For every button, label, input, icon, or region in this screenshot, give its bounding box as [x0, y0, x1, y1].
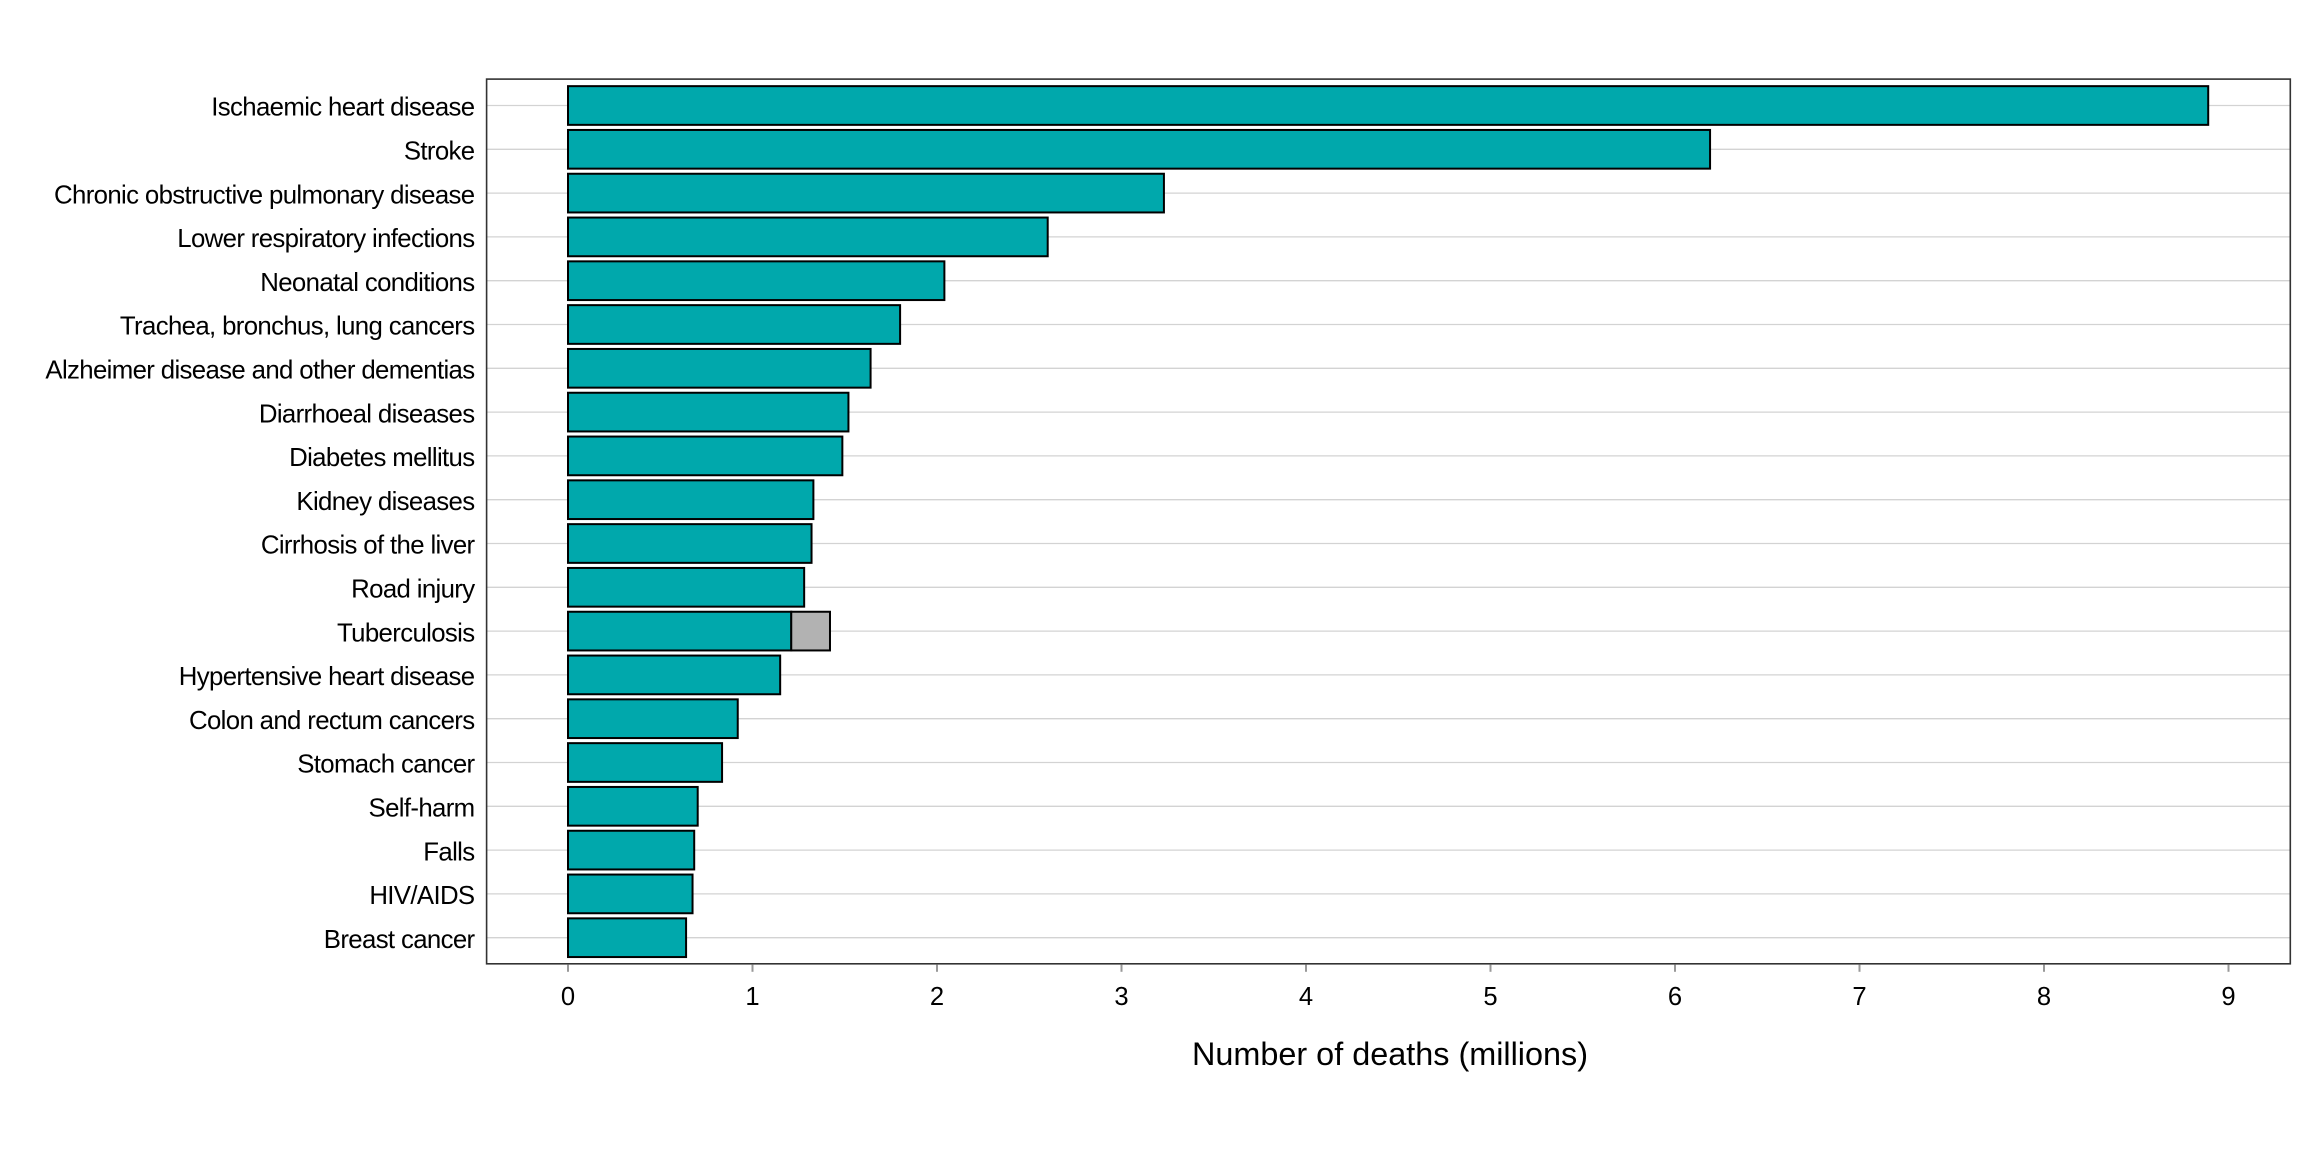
svg-text:3: 3 [1114, 983, 1128, 1011]
svg-text:Road injury: Road injury [351, 576, 475, 604]
svg-text:Number of deaths (millions): Number of deaths (millions) [1192, 1036, 1588, 1072]
svg-text:2: 2 [930, 983, 944, 1011]
svg-text:Hypertensive heart disease: Hypertensive heart disease [179, 663, 475, 691]
svg-text:8: 8 [2037, 983, 2051, 1011]
svg-text:Colon and rectum cancers: Colon and rectum cancers [189, 707, 475, 735]
svg-text:Self-harm: Self-harm [369, 795, 475, 823]
svg-text:5: 5 [1483, 983, 1497, 1011]
svg-text:Falls: Falls [423, 838, 474, 866]
svg-text:6: 6 [1668, 983, 1682, 1011]
svg-text:Stroke: Stroke [404, 138, 475, 166]
svg-text:Kidney diseases: Kidney diseases [296, 488, 474, 516]
svg-text:Lower respiratory infections: Lower respiratory infections [177, 225, 474, 253]
svg-text:Diabetes mellitus: Diabetes mellitus [289, 444, 474, 472]
svg-text:1: 1 [745, 983, 759, 1011]
svg-text:Alzheimer disease and other de: Alzheimer disease and other dementias [45, 357, 474, 385]
svg-text:7: 7 [1852, 983, 1866, 1011]
svg-text:Tuberculosis: Tuberculosis [337, 619, 474, 647]
svg-text:Cirrhosis of the liver: Cirrhosis of the liver [261, 532, 476, 560]
svg-text:Chronic obstructive pulmonary: Chronic obstructive pulmonary disease [54, 181, 475, 209]
svg-text:9: 9 [2221, 983, 2235, 1011]
svg-text:Diarrhoeal diseases: Diarrhoeal diseases [259, 400, 475, 428]
svg-text:Breast cancer: Breast cancer [324, 926, 476, 954]
svg-text:0: 0 [561, 983, 575, 1011]
svg-text:Trachea, bronchus, lung cancer: Trachea, bronchus, lung cancers [120, 313, 475, 341]
svg-text:Stomach cancer: Stomach cancer [297, 751, 475, 779]
svg-text:HIV/AIDS: HIV/AIDS [369, 882, 475, 910]
svg-text:4: 4 [1299, 983, 1313, 1011]
svg-text:Ischaemic heart disease: Ischaemic heart disease [211, 94, 475, 122]
svg-text:Neonatal conditions: Neonatal conditions [260, 269, 474, 297]
